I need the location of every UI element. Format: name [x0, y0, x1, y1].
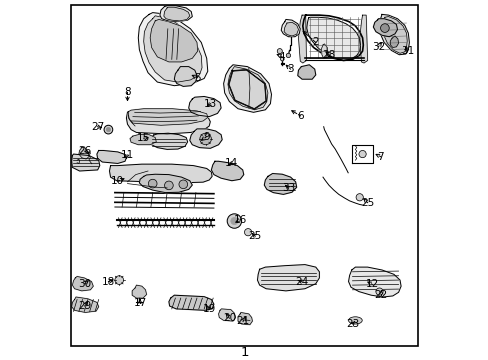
Circle shape — [179, 180, 187, 189]
Polygon shape — [72, 276, 93, 291]
Text: 28: 28 — [322, 50, 335, 60]
Polygon shape — [348, 267, 400, 297]
Text: 25: 25 — [248, 231, 262, 241]
Text: 31: 31 — [400, 46, 413, 56]
Polygon shape — [128, 109, 207, 125]
Polygon shape — [218, 309, 235, 321]
Polygon shape — [160, 6, 192, 22]
Text: 19: 19 — [202, 304, 215, 314]
Polygon shape — [238, 312, 252, 325]
Circle shape — [104, 125, 113, 134]
Text: 18: 18 — [102, 276, 115, 287]
Polygon shape — [174, 67, 197, 86]
Text: 10: 10 — [111, 176, 124, 186]
Polygon shape — [188, 96, 221, 117]
Polygon shape — [132, 285, 146, 298]
Circle shape — [380, 24, 388, 32]
Polygon shape — [163, 7, 189, 21]
Polygon shape — [130, 135, 156, 145]
Polygon shape — [79, 147, 89, 159]
Polygon shape — [264, 174, 296, 194]
Circle shape — [230, 217, 238, 225]
Circle shape — [106, 127, 110, 132]
Text: 30: 30 — [78, 279, 91, 289]
Circle shape — [277, 49, 282, 54]
Polygon shape — [223, 65, 271, 112]
Text: 1: 1 — [240, 346, 248, 359]
Text: 27: 27 — [91, 122, 104, 132]
Circle shape — [285, 53, 290, 58]
Text: 6: 6 — [297, 111, 304, 121]
Text: 15: 15 — [137, 133, 150, 143]
Text: 13: 13 — [203, 99, 217, 109]
Polygon shape — [143, 16, 202, 82]
Circle shape — [358, 150, 366, 158]
Polygon shape — [97, 150, 126, 163]
Circle shape — [280, 57, 284, 61]
Text: 24: 24 — [294, 276, 307, 287]
Polygon shape — [72, 297, 99, 312]
Polygon shape — [168, 295, 213, 310]
Text: 26: 26 — [78, 146, 91, 156]
Text: 14: 14 — [224, 158, 238, 168]
Text: 22: 22 — [374, 290, 387, 300]
Circle shape — [375, 288, 382, 295]
Text: 33: 33 — [281, 183, 294, 193]
Polygon shape — [298, 15, 306, 63]
Polygon shape — [72, 154, 100, 171]
Circle shape — [200, 133, 211, 145]
Text: 3: 3 — [286, 64, 293, 74]
Text: 4: 4 — [278, 51, 285, 62]
Circle shape — [355, 194, 363, 201]
Polygon shape — [149, 133, 187, 149]
Text: 2: 2 — [312, 37, 319, 48]
Text: 8: 8 — [124, 87, 131, 97]
Polygon shape — [373, 19, 397, 37]
Text: 32: 32 — [371, 42, 384, 52]
Polygon shape — [379, 14, 408, 55]
Text: 29: 29 — [78, 301, 91, 311]
Polygon shape — [150, 19, 197, 62]
Text: 12: 12 — [365, 279, 378, 289]
Circle shape — [148, 179, 157, 188]
Polygon shape — [297, 65, 315, 79]
Ellipse shape — [348, 317, 362, 324]
Polygon shape — [306, 17, 360, 60]
Circle shape — [164, 181, 173, 190]
Polygon shape — [109, 164, 212, 183]
Polygon shape — [227, 67, 267, 110]
Text: 5: 5 — [194, 73, 201, 83]
Polygon shape — [321, 44, 327, 58]
Text: 16: 16 — [234, 215, 247, 225]
Text: 21: 21 — [236, 316, 249, 327]
Polygon shape — [284, 22, 298, 36]
Text: 17: 17 — [133, 298, 146, 308]
Text: 25: 25 — [360, 198, 373, 208]
Text: 9: 9 — [203, 132, 209, 142]
Polygon shape — [359, 15, 367, 63]
Polygon shape — [257, 265, 319, 291]
Text: 11: 11 — [120, 150, 134, 160]
Polygon shape — [382, 17, 407, 53]
Polygon shape — [126, 111, 210, 134]
Polygon shape — [138, 13, 207, 86]
Polygon shape — [281, 19, 300, 37]
Polygon shape — [139, 174, 192, 193]
Text: 7: 7 — [377, 152, 383, 162]
Polygon shape — [211, 161, 244, 181]
Circle shape — [227, 214, 241, 228]
Circle shape — [244, 229, 251, 236]
Text: 23: 23 — [345, 319, 358, 329]
Polygon shape — [189, 129, 222, 148]
Polygon shape — [389, 36, 398, 48]
Text: 20: 20 — [223, 313, 235, 323]
Circle shape — [115, 276, 123, 284]
